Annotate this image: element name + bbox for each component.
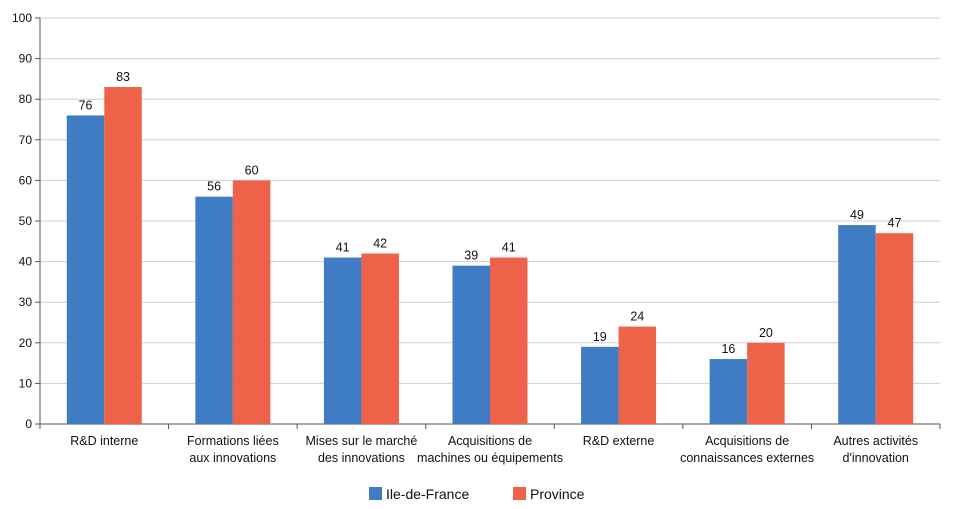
data-label: 56 (207, 180, 221, 194)
bar-ile-de-france (195, 196, 233, 424)
legend-swatch-province (513, 487, 526, 500)
y-tick-label: 100 (12, 11, 32, 25)
y-axis-ticks: 0 10 20 30 40 50 60 70 80 90 100 (12, 11, 40, 431)
x-category-label: d'innovation (843, 451, 909, 465)
x-category-label: R&D externe (583, 434, 655, 448)
y-tick-label: 10 (19, 376, 33, 390)
y-tick-label: 90 (19, 52, 33, 66)
y-tick-label: 20 (19, 336, 33, 350)
bar-ile-de-france (452, 265, 490, 424)
bar-ile-de-france (581, 346, 619, 424)
bar-province (618, 326, 657, 424)
legend: Ile-de-France Province (369, 486, 585, 502)
x-category-label: R&D interne (70, 434, 138, 448)
bar-province (232, 180, 271, 424)
bar-ile-de-france (323, 257, 362, 424)
x-axis-categories: R&D interne Formations liées aux innovatio… (70, 434, 918, 465)
x-category-label: Formations liées (187, 434, 279, 448)
x-category-label: Acquisitions de (448, 434, 532, 448)
data-label: 47 (888, 216, 902, 230)
x-category-label: Acquisitions de (705, 434, 789, 448)
bar-province (490, 257, 528, 424)
gridlines (40, 17, 940, 384)
data-label: 41 (502, 241, 516, 255)
data-label: 24 (630, 310, 644, 324)
bar-ile-de-france (838, 225, 876, 424)
data-labels: 76 56 41 39 19 16 49 83 60 42 41 24 20 47 (79, 70, 902, 356)
legend-swatch-ile-de-france (369, 487, 382, 500)
data-label: 42 (373, 236, 387, 250)
x-category-label: aux innovations (189, 451, 276, 465)
bar-province (875, 233, 914, 424)
bars (66, 87, 914, 425)
data-label: 76 (79, 98, 93, 112)
x-category-label: connaissances externes (680, 451, 814, 465)
data-label: 19 (593, 330, 607, 344)
y-tick-label: 60 (19, 173, 33, 187)
y-tick-label: 50 (19, 214, 33, 228)
data-label: 16 (721, 342, 735, 356)
data-label: 83 (116, 70, 130, 84)
y-tick-label: 40 (19, 255, 33, 269)
data-label: 49 (850, 208, 864, 222)
x-category-label: Autres activités (833, 434, 918, 448)
y-tick-label: 80 (19, 92, 33, 106)
x-category-label: Mises sur le marché (306, 434, 418, 448)
x-category-label: des innovations (318, 451, 405, 465)
bar-ile-de-france (709, 359, 748, 424)
legend-label: Ile-de-France (386, 486, 469, 502)
data-label: 20 (759, 326, 773, 340)
data-label: 39 (464, 249, 478, 263)
y-tick-label: 30 (19, 295, 33, 309)
bar-province (104, 87, 142, 425)
data-label: 41 (336, 241, 350, 255)
legend-label: Province (530, 486, 585, 502)
bar-province (361, 253, 399, 424)
y-tick-label: 70 (19, 133, 33, 147)
x-category-label: machines ou équipements (417, 451, 563, 465)
y-tick-label: 0 (25, 417, 32, 431)
bar-province (747, 342, 785, 424)
data-label: 60 (245, 163, 259, 177)
bar-ile-de-france (66, 115, 105, 424)
